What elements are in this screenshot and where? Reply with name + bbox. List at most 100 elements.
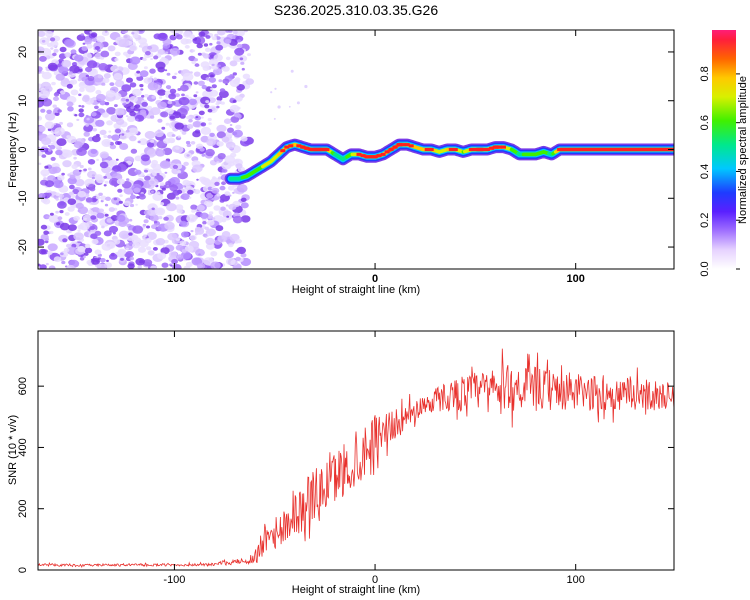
- noise-speckle: [184, 94, 189, 98]
- noise-speckle: [182, 185, 186, 188]
- noise-speckle: [200, 122, 207, 127]
- noise-speckle: [56, 138, 67, 147]
- noise-speckle: [94, 105, 99, 110]
- noise-speckle: [141, 94, 145, 98]
- noise-speckle: [58, 65, 69, 74]
- noise-speckle: [114, 104, 118, 108]
- noise-speckle: [150, 139, 155, 143]
- noise-speckle: [211, 217, 216, 220]
- noise-speckle: [201, 85, 207, 90]
- noise-speckle: [104, 213, 109, 217]
- noise-speckle: [144, 169, 148, 173]
- noise-speckle: [115, 202, 120, 206]
- noise-speckle: [212, 176, 216, 180]
- noise-speckle: [153, 77, 158, 81]
- noise-speckle: [203, 200, 213, 208]
- noise-speckle: [51, 81, 56, 86]
- noise-speckle: [103, 175, 107, 179]
- noise-speckle: [217, 64, 222, 68]
- noise-speckle: [207, 219, 215, 226]
- noise-speckle: [235, 256, 241, 261]
- spectrogram-y-tick-label: 20: [17, 46, 29, 58]
- noise-speckle: [186, 143, 192, 148]
- noise-speckle: [296, 101, 300, 105]
- noise-speckle: [140, 154, 150, 162]
- noise-speckle: [84, 30, 92, 35]
- noise-speckle: [73, 156, 77, 160]
- noise-speckle: [57, 201, 67, 209]
- noise-speckle: [169, 115, 176, 120]
- snr-y-tick-label: 200: [17, 500, 29, 518]
- noise-speckle: [197, 80, 205, 87]
- noise-speckle: [240, 136, 248, 142]
- noise-speckle: [47, 243, 58, 252]
- noise-speckle: [151, 95, 156, 99]
- noise-speckle: [166, 72, 171, 76]
- noise-speckle: [146, 225, 150, 229]
- noise-speckle: [81, 96, 90, 102]
- noise-speckle: [59, 222, 70, 231]
- noise-speckle: [47, 128, 52, 132]
- noise-speckle: [165, 51, 169, 54]
- noise-speckle: [114, 107, 125, 116]
- noise-speckle: [128, 232, 133, 236]
- noise-speckle: [136, 196, 140, 199]
- noise-speckle: [50, 37, 56, 42]
- noise-speckle: [129, 44, 138, 52]
- noise-speckle: [142, 236, 146, 240]
- noise-speckle: [208, 122, 212, 125]
- noise-speckle: [67, 198, 77, 205]
- noise-speckle: [164, 171, 168, 174]
- noise-speckle: [115, 118, 125, 125]
- noise-speckle: [192, 164, 203, 173]
- noise-speckle: [54, 133, 60, 137]
- noise-speckle: [137, 246, 147, 253]
- noise-speckle: [91, 257, 101, 265]
- noise-speckle: [146, 142, 155, 148]
- noise-speckle: [98, 192, 103, 196]
- noise-speckle: [304, 84, 308, 89]
- spectrogram-noise-speckles: [38, 30, 308, 269]
- noise-speckle: [82, 42, 86, 45]
- spectrogram-x-tick-label: 0: [372, 273, 378, 285]
- noise-speckle: [66, 101, 74, 107]
- noise-speckle: [211, 36, 217, 41]
- noise-speckle: [76, 147, 87, 156]
- noise-speckle: [85, 74, 90, 78]
- noise-speckle: [144, 175, 151, 181]
- noise-speckle: [87, 209, 94, 215]
- noise-speckle: [195, 91, 199, 94]
- snr-x-tick-label: 100: [567, 574, 585, 586]
- noise-speckle: [80, 33, 85, 36]
- noise-speckle: [98, 208, 104, 213]
- noise-speckle: [210, 74, 214, 78]
- noise-speckle: [85, 197, 93, 203]
- noise-speckle: [127, 263, 135, 269]
- noise-speckle: [200, 126, 212, 135]
- noise-speckle: [103, 184, 107, 187]
- noise-speckle: [215, 225, 224, 232]
- noise-speckle: [142, 223, 147, 227]
- noise-speckle: [87, 75, 95, 82]
- noise-speckle: [210, 87, 214, 91]
- noise-speckle: [194, 63, 200, 67]
- noise-speckle: [90, 149, 98, 154]
- noise-speckle: [44, 240, 49, 244]
- noise-speckle: [129, 96, 138, 103]
- noise-speckle: [81, 105, 85, 108]
- noise-speckle: [224, 39, 232, 44]
- noise-speckle: [99, 151, 110, 159]
- noise-speckle: [170, 139, 175, 143]
- noise-speckle: [86, 117, 90, 121]
- noise-speckle: [78, 112, 85, 118]
- noise-speckle: [211, 63, 215, 67]
- noise-speckle: [45, 215, 50, 219]
- noise-speckle: [104, 203, 109, 207]
- noise-speckle: [40, 169, 50, 177]
- noise-speckle: [53, 180, 64, 189]
- noise-speckle: [134, 155, 143, 162]
- noise-speckle: [200, 116, 204, 119]
- noise-speckle: [145, 214, 151, 219]
- noise-speckle: [77, 246, 86, 252]
